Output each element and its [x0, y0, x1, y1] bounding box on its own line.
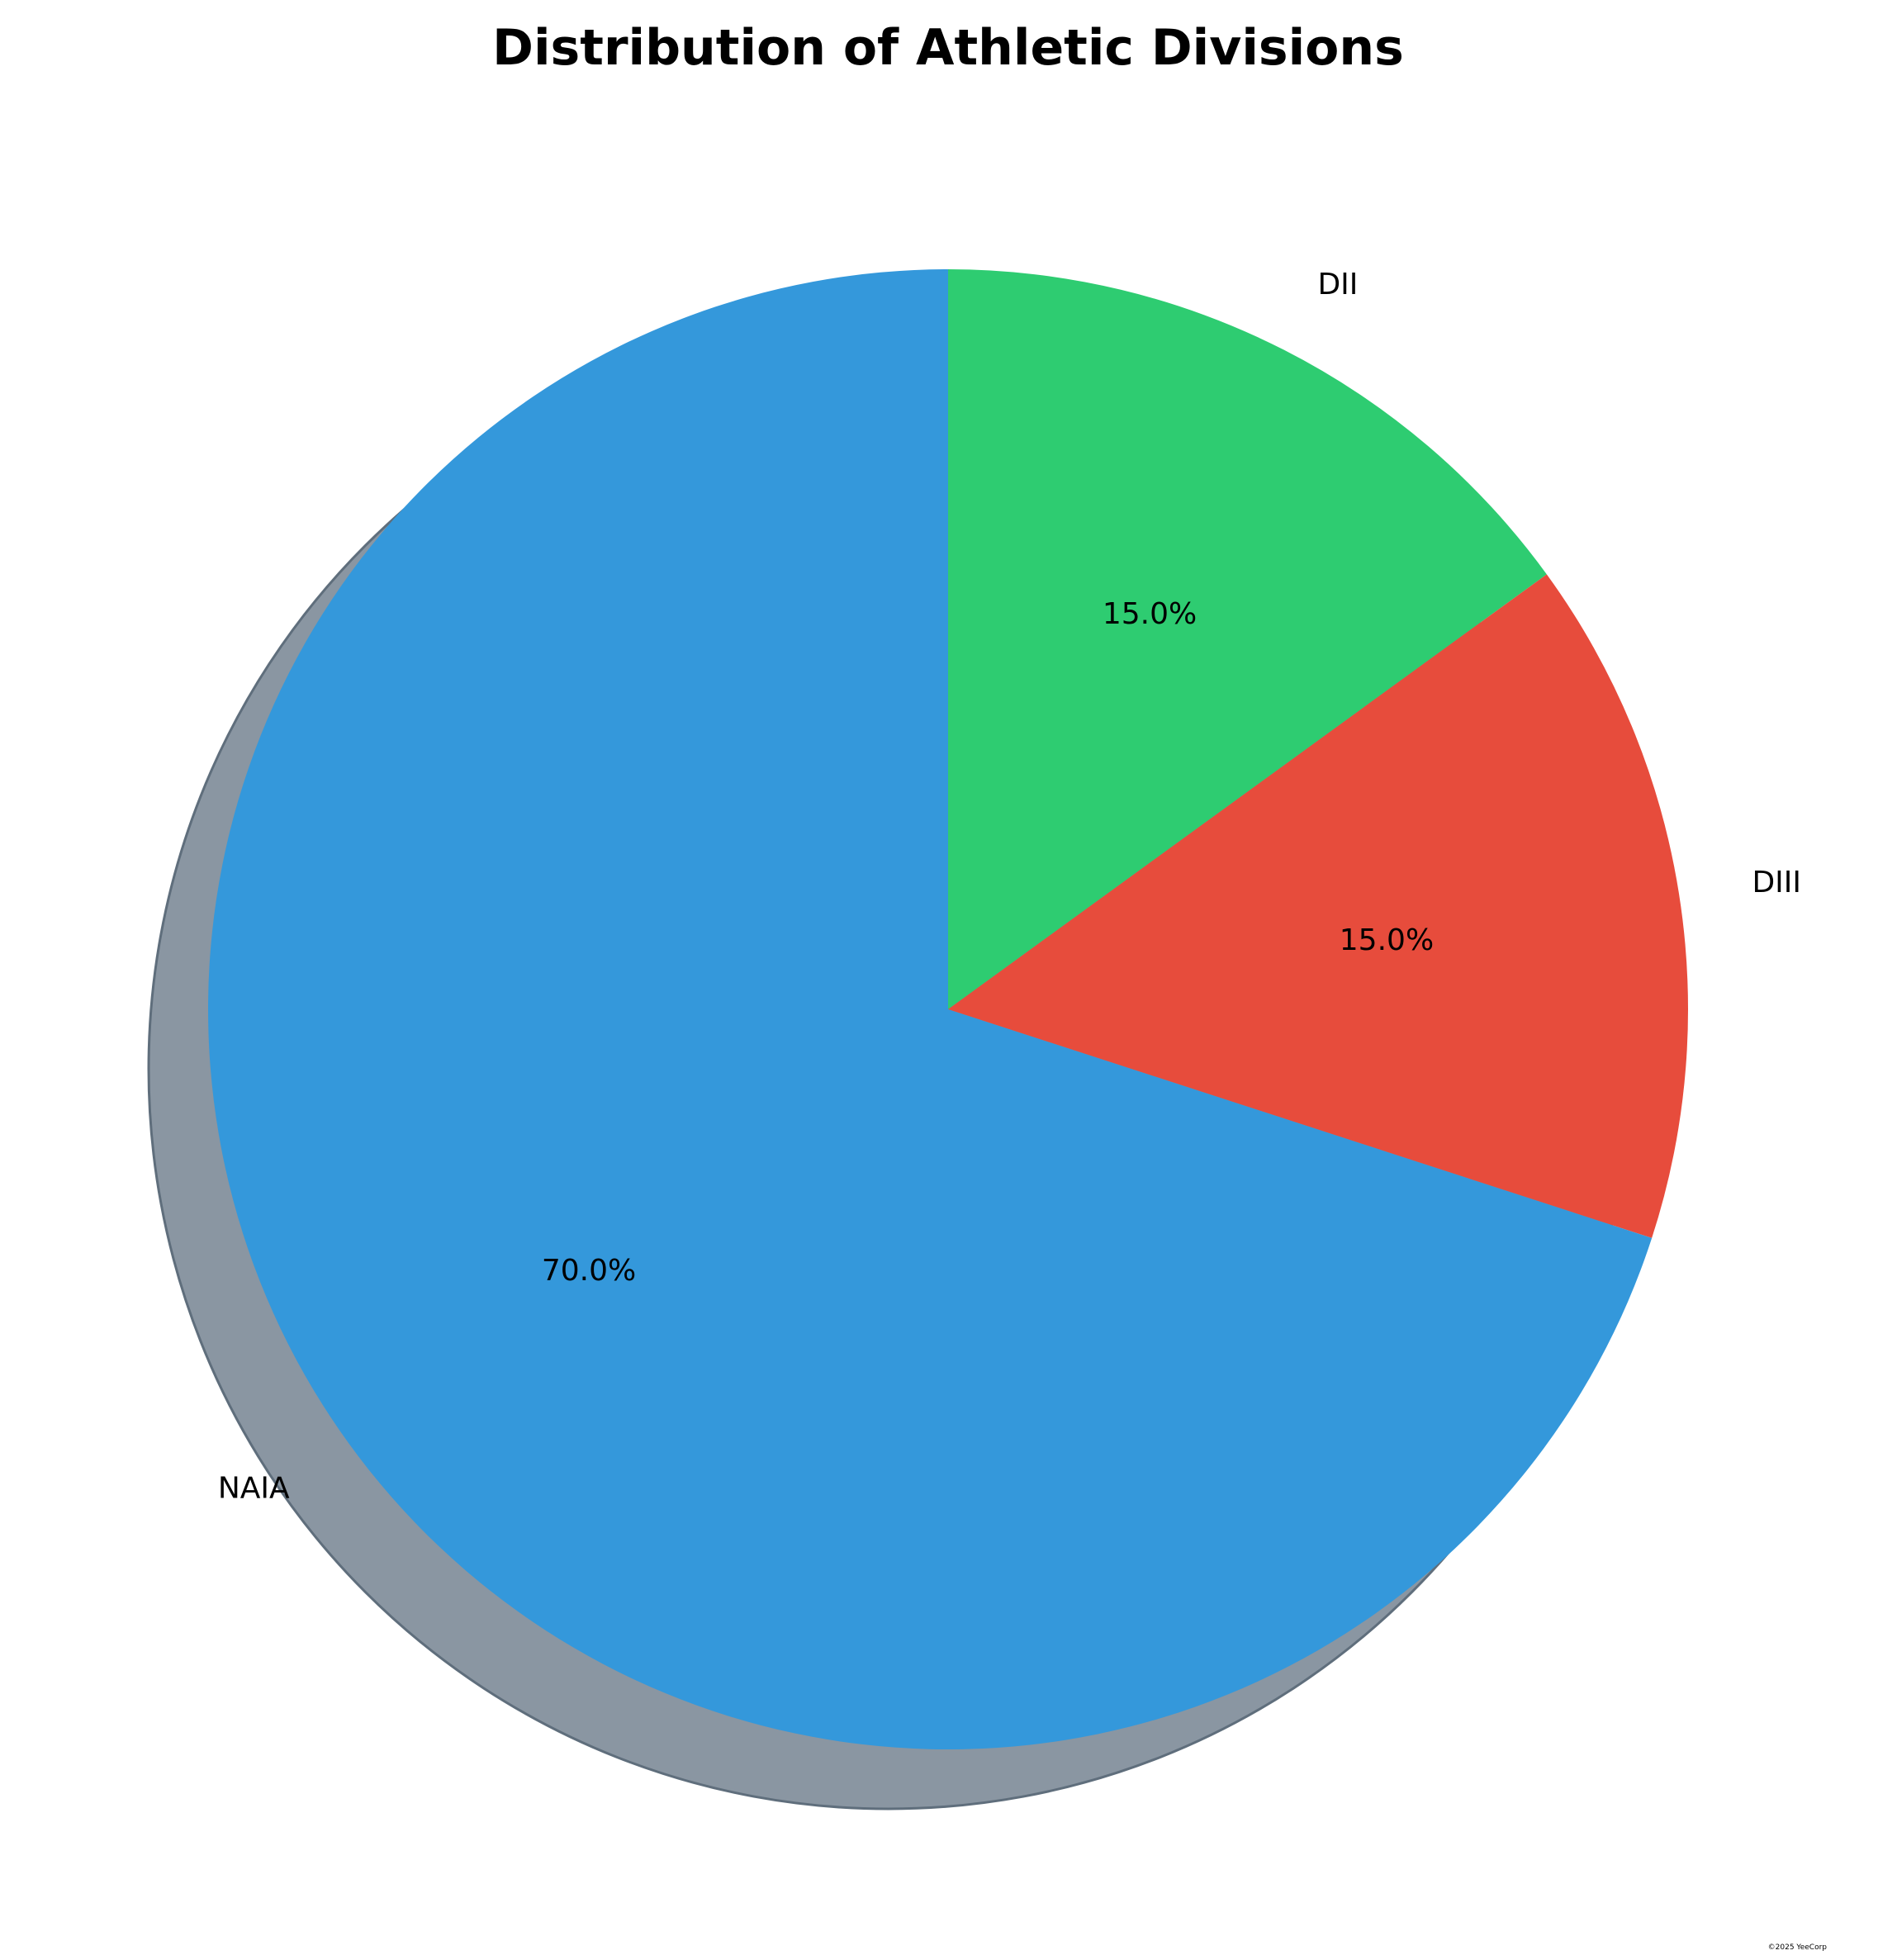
watermark: ©2025 YeeCorp: [1768, 1943, 1828, 1952]
pie-slice-dii: [948, 269, 1547, 1009]
slice-percent-dii: 15.0%: [1103, 597, 1197, 631]
slice-percent-diii: 15.0%: [1340, 923, 1434, 957]
pie-labels-layer: DII 15.0% DIII 15.0% NAIA 70.0%: [218, 268, 1801, 1505]
slice-label-diii: DIII: [1752, 866, 1801, 899]
pie-slice-diii: [948, 574, 1688, 1238]
slice-label-dii: DII: [1317, 268, 1358, 301]
chart-title: Distribution of Athletic Divisions: [492, 19, 1404, 77]
slice-label-naia: NAIA: [218, 1471, 290, 1505]
pie-slice-naia: [208, 269, 1653, 1749]
slice-percent-naia: 70.0%: [542, 1254, 636, 1288]
pie-slices-layer: [208, 269, 1688, 1749]
